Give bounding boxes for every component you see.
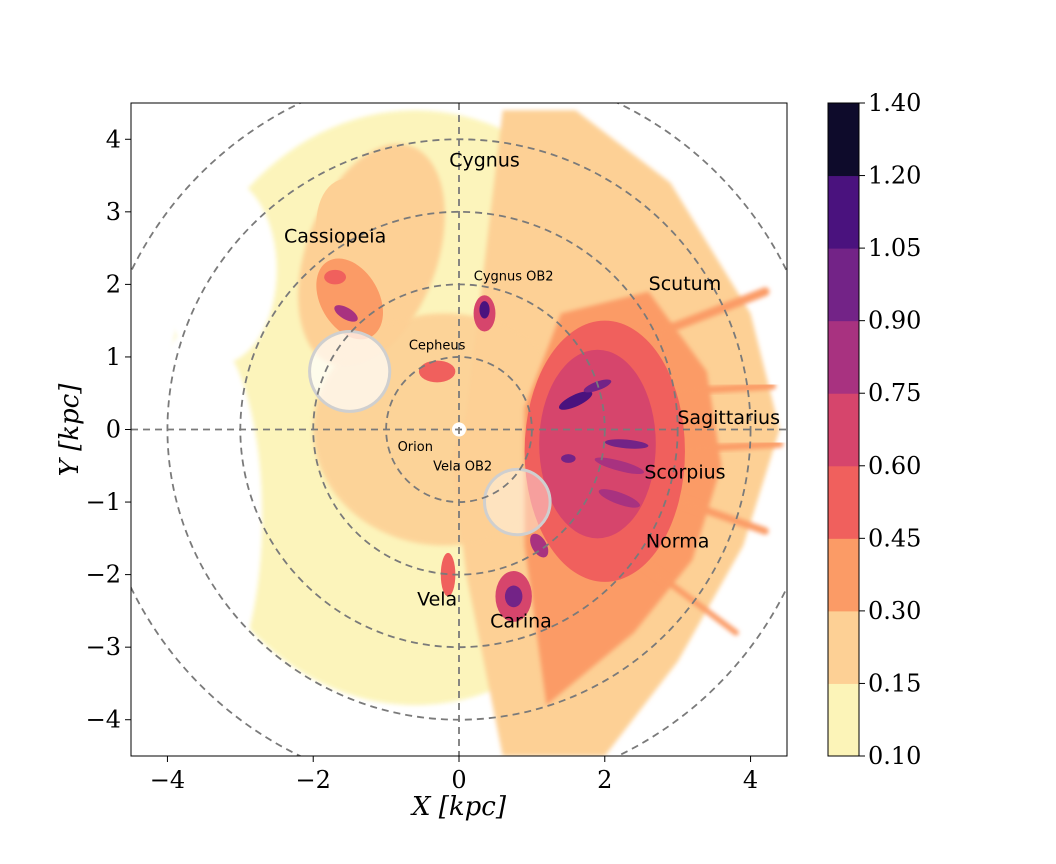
colorbar-tick-label: 1.05 [868,234,921,262]
colorbar-band [828,610,859,684]
region-label: Vela [417,589,457,611]
y-tick-label: 4 [106,125,121,153]
colorbar-tick-label: 0.10 [868,742,921,770]
guide-layer [131,103,787,756]
colorbar-tick-label: 0.15 [868,669,921,697]
colorbar-tick-label: 1.40 [868,89,921,117]
density-blob [604,439,649,449]
density-blob [598,489,640,508]
density-region [131,327,263,706]
x-tick-label: −2 [296,766,331,794]
colorbar-band [828,465,859,539]
region-label: Sagittarius [677,407,780,429]
mask-layer [308,330,552,537]
x-tick-label: 0 [451,766,466,794]
density-blob [324,269,347,285]
x-axis: −4 −2 0 2 4 [150,756,758,794]
region-label: Vela OB2 [433,460,492,475]
density-layer [131,110,784,756]
colorbar-band [828,320,859,394]
y-tick-label: 2 [106,270,121,298]
density-blob [479,301,490,319]
region-label-layer: Cygnus Cassiopeia Cygnus OB2 Scutum Cepheus S… [284,150,780,633]
density-blob [558,391,593,410]
density-region [160,175,277,365]
colorbar-band [828,393,859,467]
colorbar-band [828,683,859,757]
x-tick-label: 2 [597,766,612,794]
density-blob [504,585,523,608]
region-label: Cygnus OB2 [474,270,554,285]
density-blob [334,305,358,322]
y-tick-label: 3 [106,198,121,226]
colorbar-band [828,103,859,177]
masked-circle [308,330,392,413]
region-label: Scutum [649,273,722,295]
colorbar-frame [827,102,860,757]
density-ray [629,287,770,347]
y-tick-label: −3 [86,633,121,661]
colorbar-tick-label: 0.45 [868,524,921,552]
colorbar-band [828,538,859,612]
region-label: Cepheus [409,339,466,354]
colorbar-tick-label: 0.90 [868,307,921,335]
density-blob [530,533,549,558]
region-label: Scorpius [644,462,725,484]
region-label: Cygnus [449,150,520,172]
masked-circle [483,467,552,537]
region-label: Cassiopeia [284,226,386,248]
colorbar-tick-label: 0.75 [868,379,921,407]
y-tick-label: −1 [86,488,121,516]
colorbar-band [828,175,859,249]
colorbar: 0.10 0.15 0.30 0.45 0.60 0.75 0.90 1.05 1.20 1.40 [827,89,921,770]
x-tick-label: −4 [150,766,185,794]
plot-area: Cygnus Cassiopeia Cygnus OB2 Scutum Cepheus S… [130,102,788,757]
y-axis-label: Y [kpc] [55,383,85,477]
region-label: Norma [646,530,709,552]
density-blob [594,457,645,475]
colorbar-tick-label: 1.20 [868,162,921,190]
y-tick-label: 1 [106,343,121,371]
density-blob [418,360,456,383]
density-blob [561,454,576,463]
y-tick-label: −4 [86,706,121,734]
x-axis-label: X [kpc] [410,792,507,822]
density-blob [440,552,456,597]
region-label: Carina [490,610,552,632]
colorbar-tick-label: 0.30 [868,597,921,625]
colorbar-band [828,248,859,322]
region-label: Orion [398,440,433,455]
y-tick-label: 0 [106,416,121,444]
y-tick-label: −2 [86,561,121,589]
colorbar-tick-label: 0.60 [868,452,921,480]
y-axis: −4 −3 −2 −1 0 1 2 3 4 [86,125,131,734]
x-tick-label: 4 [743,766,758,794]
density-blob [539,349,656,539]
